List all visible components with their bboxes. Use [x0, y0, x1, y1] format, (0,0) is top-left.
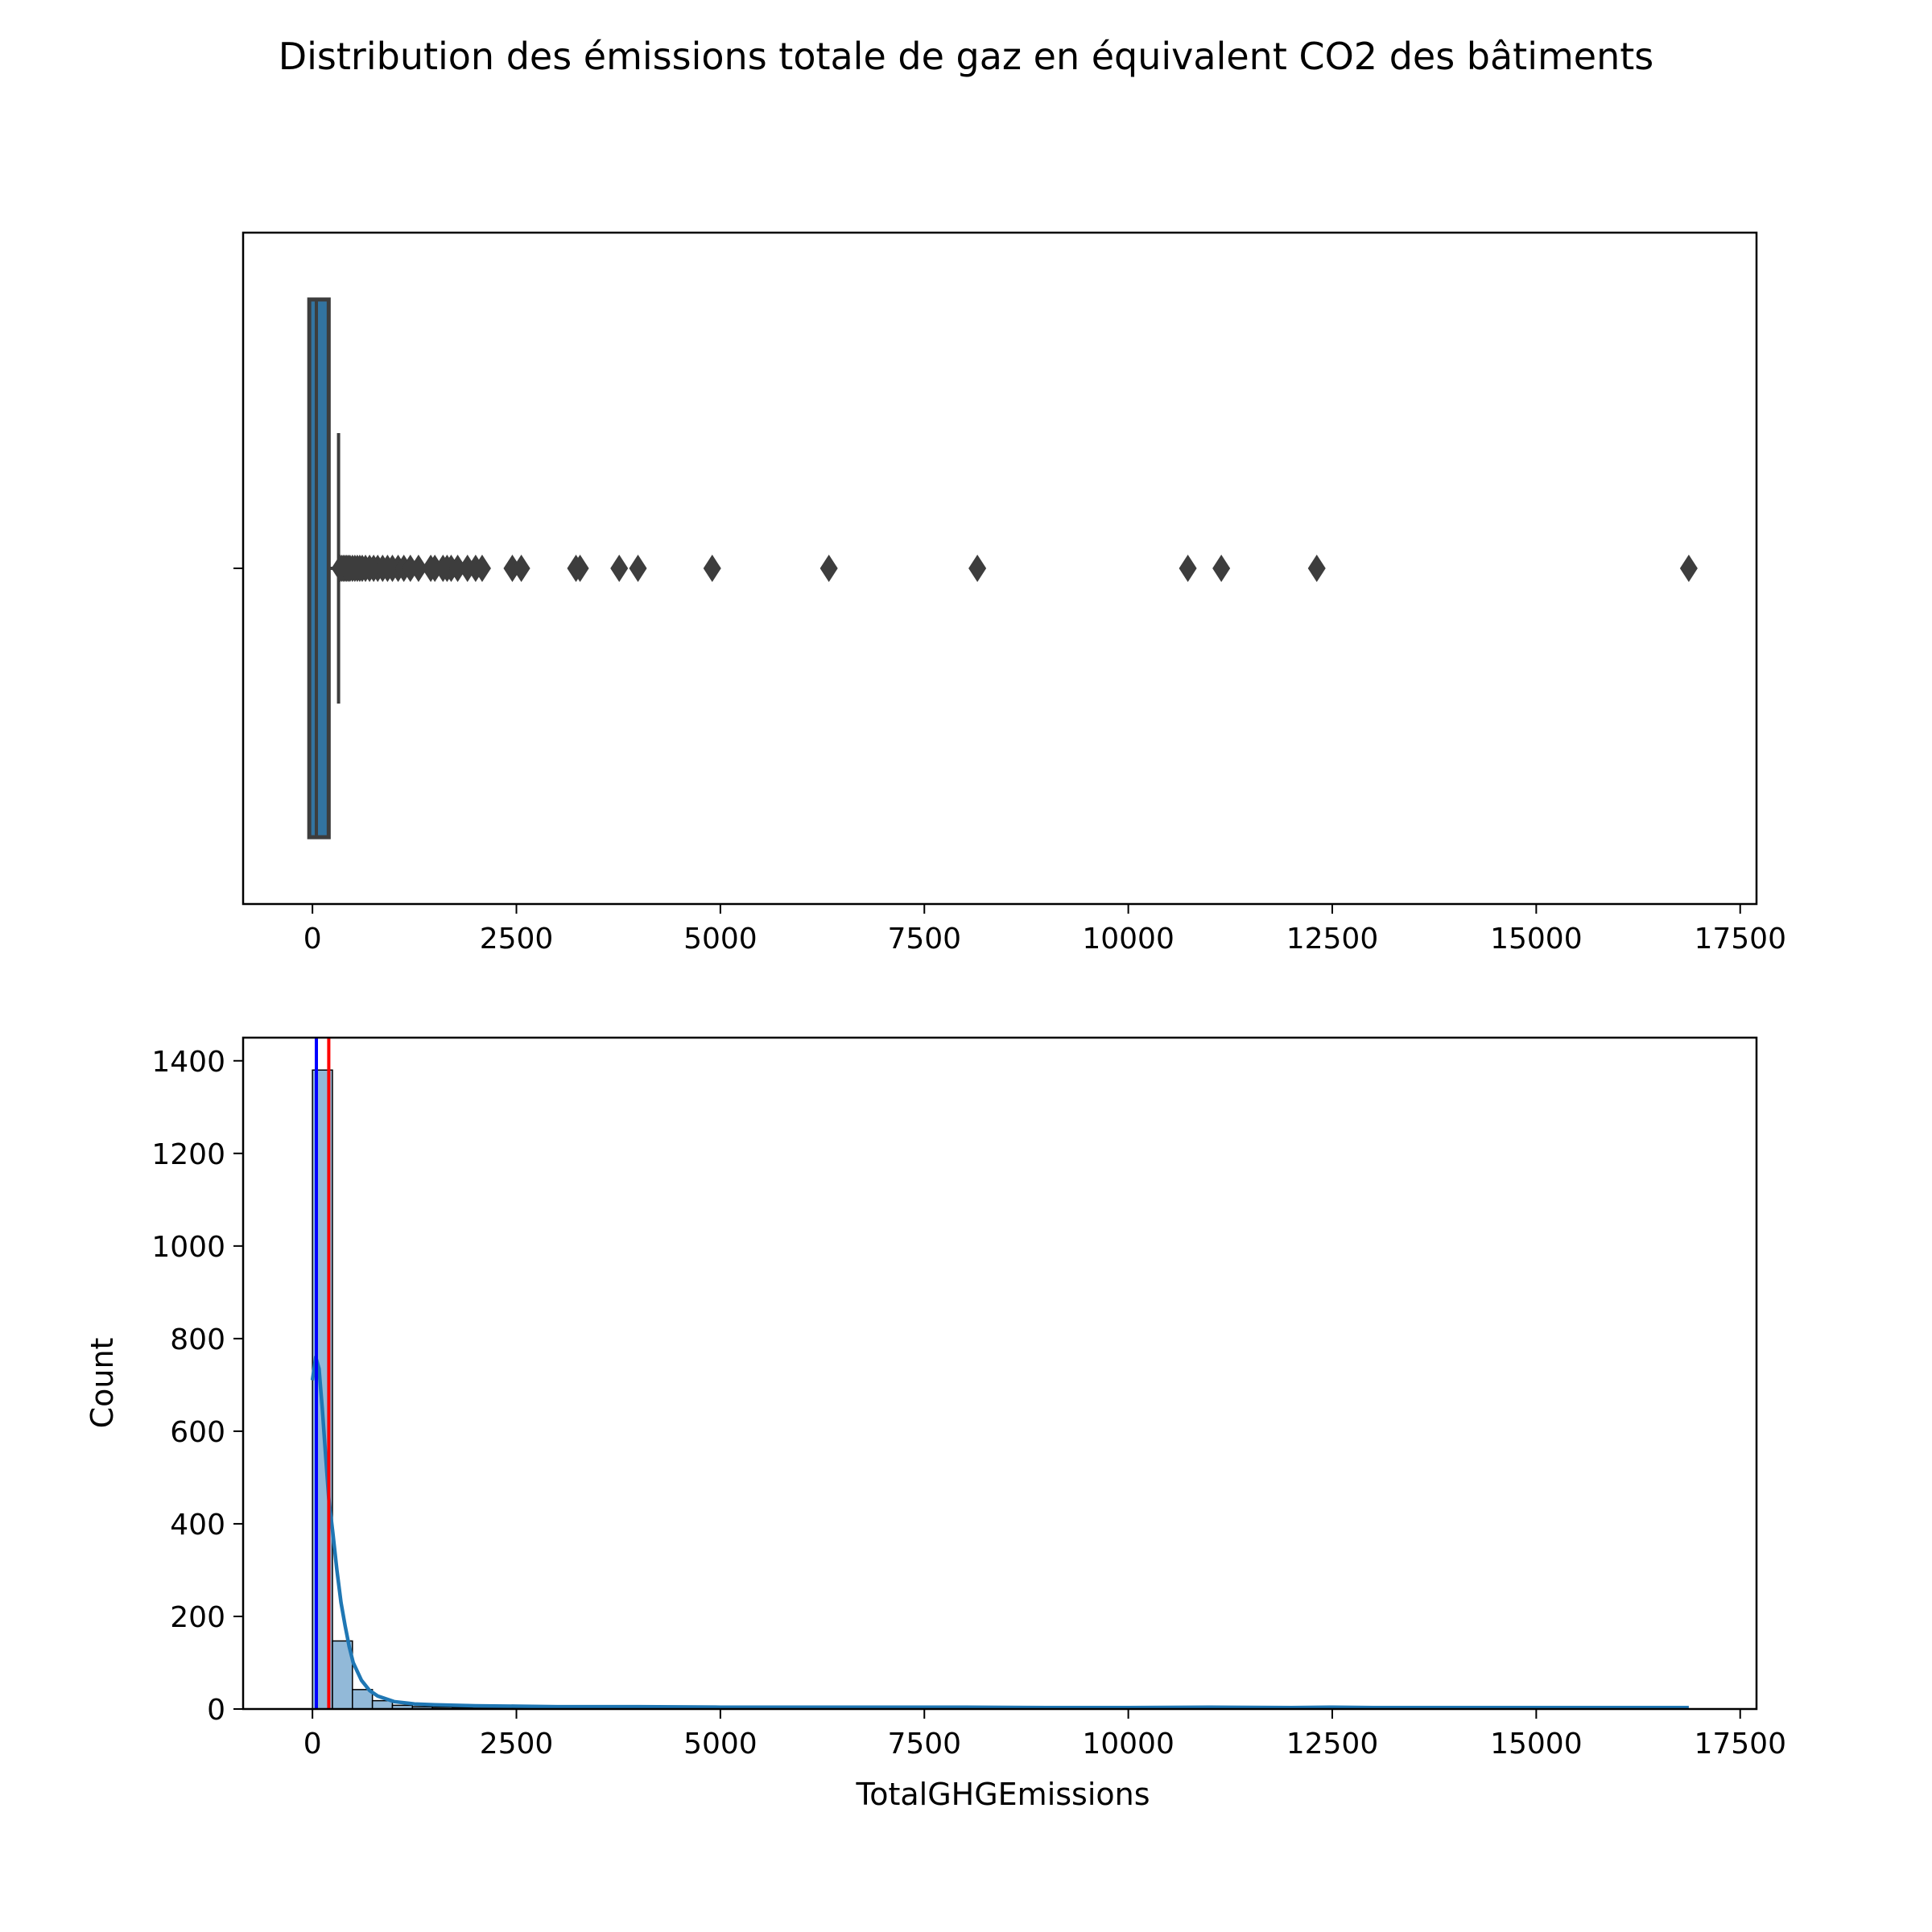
boxplot-x-ticks: 0 2500 5000 7500 10000 12500 15000 17500 [233, 568, 1786, 956]
boxplot-x-tick-label: 2500 [480, 923, 554, 956]
boxplot-x-tick-label: 0 [303, 923, 322, 956]
histogram-frame [242, 1036, 1758, 1711]
histogram-x-tick-label: 0 [303, 1728, 322, 1761]
boxplot-outlier [409, 555, 427, 582]
boxplot-outlier [629, 555, 647, 582]
histogram-bar [352, 1689, 374, 1710]
histogram-y-tick-label: 1200 [151, 1138, 225, 1171]
histogram-y-tick-label: 1000 [151, 1231, 225, 1264]
boxplot-outlier [473, 555, 491, 582]
histogram-bars [312, 1069, 1193, 1710]
histogram-panel: 0 2500 5000 7500 10000 12500 15000 17500 0 200 400… [85, 1036, 1786, 1812]
histogram-x-tick-label: 15000 [1490, 1728, 1583, 1761]
histogram-y-tick-label: 1400 [151, 1046, 225, 1079]
histogram-x-tick-label: 10000 [1082, 1728, 1174, 1761]
boxplot-outlier [571, 555, 589, 582]
boxplot-outlier [703, 555, 721, 582]
boxplot-x-tick-label: 5000 [683, 923, 758, 956]
histogram-ticks: 0 2500 5000 7500 10000 12500 15000 17500 0 200 400… [151, 1046, 1786, 1761]
boxplot-panel: 0 2500 5000 7500 10000 12500 15000 17500 [233, 231, 1786, 956]
boxplot-x-tick-label: 15000 [1490, 923, 1583, 956]
histogram-x-axis-label: TotalGHGEmissions [855, 1777, 1150, 1812]
boxplot-outlier [448, 555, 467, 582]
histogram-x-tick-label: 12500 [1286, 1728, 1379, 1761]
boxplot-marks [307, 297, 1698, 840]
boxplot-outlier [1679, 555, 1698, 582]
boxplot-x-tick-label: 7500 [887, 923, 961, 956]
histogram-y-tick-label: 0 [207, 1694, 225, 1727]
figure-title: Distribution des émissions totale de gaz… [279, 35, 1654, 78]
boxplot-x-tick-label: 17500 [1694, 923, 1786, 956]
histogram-x-tick-label: 5000 [683, 1728, 758, 1761]
boxplot-outlier [1307, 555, 1326, 582]
boxplot-outlier [1179, 555, 1197, 582]
boxplot-x-tick-label: 10000 [1082, 923, 1174, 956]
histogram-kde-curve [310, 1355, 1689, 1710]
histogram-y-tick-label: 800 [170, 1323, 225, 1356]
boxplot-outlier [819, 555, 838, 582]
boxplot-outlier [968, 555, 987, 582]
boxplot-outlier [610, 555, 629, 582]
boxplot-outlier [1212, 555, 1231, 582]
boxplot-outlier [503, 555, 522, 582]
histogram-x-tick-label: 7500 [887, 1728, 961, 1761]
histogram-y-axis-label: Count [85, 1338, 120, 1429]
histogram-y-tick-label: 600 [170, 1416, 225, 1449]
boxplot-box [307, 297, 331, 840]
boxplot-frame [242, 231, 1758, 906]
histogram-lines [310, 1038, 1689, 1710]
boxplot-x-tick-label: 12500 [1286, 923, 1379, 956]
histogram-x-tick-label: 2500 [480, 1728, 554, 1761]
histogram-y-tick-label: 200 [170, 1601, 225, 1634]
boxplot-outlier [512, 555, 530, 582]
histogram-x-tick-label: 17500 [1694, 1728, 1786, 1761]
histogram-y-tick-label: 400 [170, 1509, 225, 1542]
